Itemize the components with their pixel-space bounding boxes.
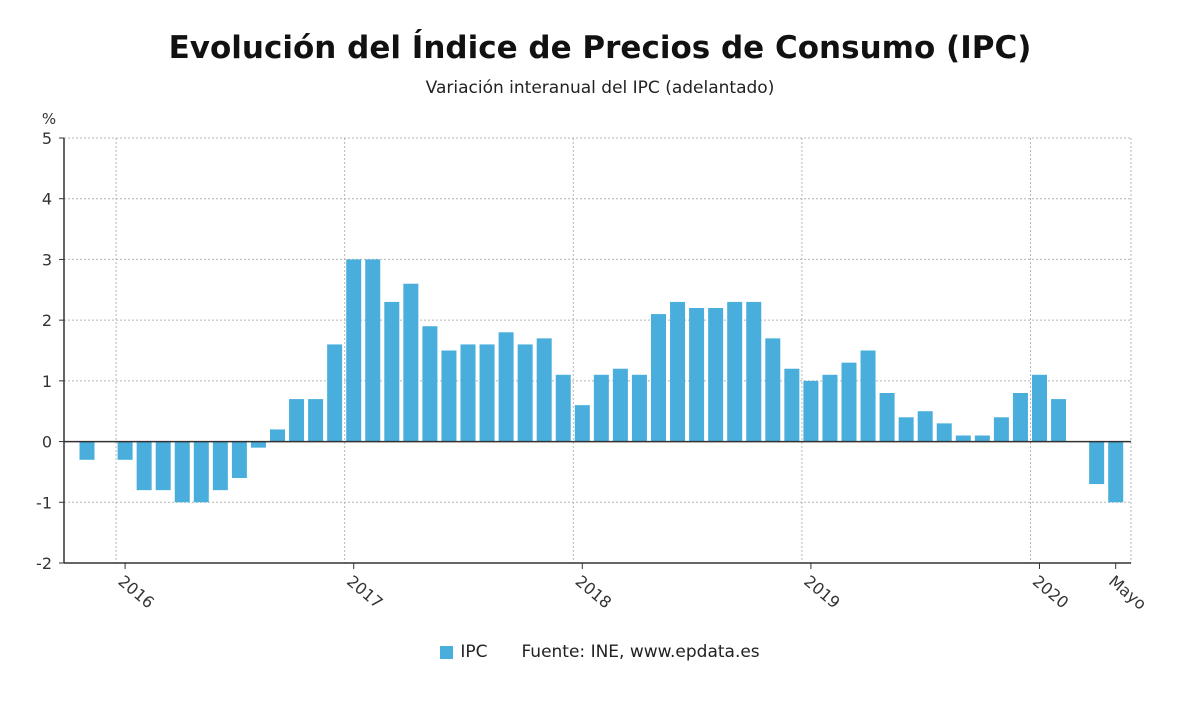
bar <box>1051 399 1067 442</box>
bar <box>231 441 247 478</box>
bar <box>308 399 324 442</box>
bar <box>593 374 609 442</box>
bar <box>746 301 762 442</box>
bar <box>327 344 343 442</box>
bar <box>479 344 495 442</box>
bar <box>136 441 152 491</box>
x-tick-label: 2019 <box>800 572 843 613</box>
bar <box>193 441 209 503</box>
y-tick-label: 4 <box>42 190 52 209</box>
bar <box>212 441 228 491</box>
source-note: Fuente: INE, www.epdata.es <box>521 642 760 662</box>
bar <box>765 338 781 442</box>
bar <box>803 380 819 442</box>
bar <box>841 362 857 442</box>
bar <box>898 417 914 442</box>
bar <box>727 301 743 442</box>
x-tick-label: Mayo <box>1105 572 1150 614</box>
bar <box>422 326 438 442</box>
bar <box>955 435 971 442</box>
x-tick-label: 2020 <box>1029 572 1072 613</box>
bar <box>689 308 705 442</box>
bar <box>155 441 171 491</box>
bar <box>270 429 285 442</box>
bar <box>79 441 95 460</box>
y-tick-label: 1 <box>42 372 52 391</box>
bar <box>784 368 800 442</box>
bar <box>174 441 190 503</box>
y-tick-label: 2 <box>42 311 52 330</box>
bar <box>879 393 895 442</box>
bar <box>403 283 419 442</box>
x-tick-label: 2018 <box>572 572 615 613</box>
bar <box>1089 441 1105 485</box>
bar <box>1108 441 1124 503</box>
bar <box>974 435 990 442</box>
chart-title: Evolución del Índice de Precios de Consu… <box>168 30 1032 66</box>
bar <box>384 301 400 442</box>
chart-subtitle: Variación interanual del IPC (adelantado… <box>425 78 775 98</box>
bar <box>441 350 457 442</box>
bar <box>917 411 933 442</box>
y-tick-label: 5 <box>42 129 52 148</box>
legend-label-ipc: IPC <box>460 642 488 662</box>
bar <box>498 332 514 442</box>
bar <box>822 374 838 442</box>
bar <box>708 308 724 442</box>
bar <box>1012 393 1028 442</box>
bar <box>993 417 1009 442</box>
x-tick-label: 2016 <box>115 572 158 613</box>
y-tick-label: -2 <box>36 554 52 573</box>
bar <box>289 399 305 442</box>
bar <box>612 368 628 442</box>
y-axis-unit-label: % <box>42 110 56 128</box>
legend-swatch-ipc <box>440 645 454 659</box>
bar <box>651 314 666 442</box>
bar <box>346 259 362 442</box>
bar <box>117 441 133 460</box>
bar <box>517 344 533 442</box>
y-tick-label: -1 <box>36 493 52 512</box>
bar <box>555 374 571 442</box>
bar <box>631 374 647 442</box>
y-tick-label: 0 <box>42 433 52 452</box>
bar <box>460 344 476 442</box>
bar <box>860 350 876 442</box>
legend: IPC Fuente: INE, www.epdata.es <box>0 642 1200 662</box>
bar <box>365 259 381 442</box>
bar <box>936 423 952 442</box>
bar <box>574 405 590 442</box>
bar <box>1032 374 1047 442</box>
bar-series-ipc <box>79 259 1124 503</box>
y-tick-label: 3 <box>42 250 52 269</box>
axes: 5 4 3 2 1 0 -1 -2 2016 2017 2018 2019 2020 Mayo <box>36 129 1150 614</box>
bar <box>250 441 266 448</box>
grid-lines <box>64 137 1132 563</box>
bar <box>670 301 686 442</box>
x-tick-label: 2017 <box>343 572 386 613</box>
bar <box>536 338 552 442</box>
